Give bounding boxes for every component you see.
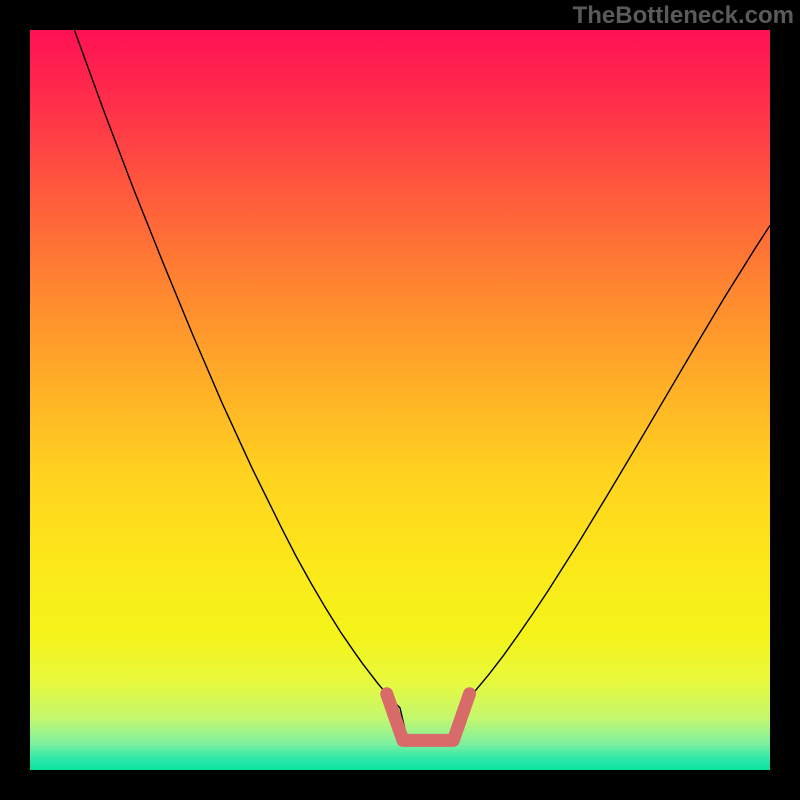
bottleneck-chart — [30, 30, 770, 770]
chart-frame: TheBottleneck.com — [0, 0, 800, 800]
chart-background — [30, 30, 770, 770]
watermark-text: TheBottleneck.com — [573, 2, 794, 30]
